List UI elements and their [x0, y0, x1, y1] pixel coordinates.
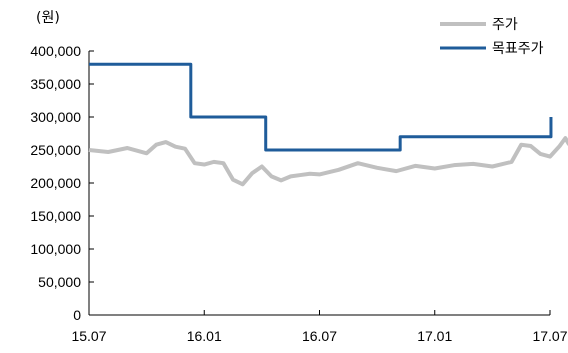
x-tick-label: 16.01	[187, 328, 222, 344]
y-tick-label: 0	[73, 307, 81, 323]
y-tick-label: 300,000	[30, 109, 81, 125]
y-tick-label: 150,000	[30, 208, 81, 224]
unit-label: (원)	[36, 10, 60, 26]
series-layer	[88, 62, 568, 187]
x-tick-label: 17.07	[532, 328, 567, 344]
y-tick-label: 100,000	[30, 241, 81, 257]
series-line-2	[89, 62, 553, 152]
x-tick-label: 15.07	[71, 328, 106, 344]
y-tick-label: 350,000	[30, 76, 81, 92]
x-axis: 15.07 16.01 16.07 17.01 17.07	[71, 310, 568, 344]
x-tick-label: 17.01	[417, 328, 452, 344]
legend-label: 목표주가	[492, 41, 544, 57]
series-line-1	[88, 136, 568, 187]
y-tick-label: 400,000	[30, 43, 81, 59]
y-tick-label: 250,000	[30, 142, 81, 158]
y-axis: 400,000 350,000 300,000 250,000 200,000 150,0…	[30, 43, 94, 323]
legend-label: 주가	[492, 17, 518, 33]
y-tick-label: 200,000	[30, 175, 81, 191]
x-tick-label: 16.07	[302, 328, 337, 344]
y-tick-label: 50,000	[38, 274, 81, 290]
